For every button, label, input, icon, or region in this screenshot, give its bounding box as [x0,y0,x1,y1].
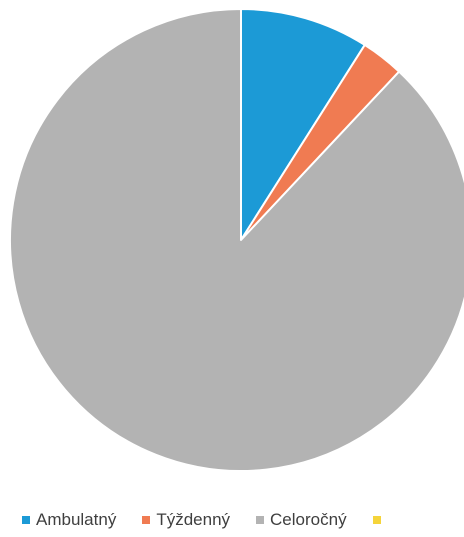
legend-item-fourth [372,516,387,524]
legend-label-tyzdenny: Týždenný [156,510,231,529]
legend-label-celorocny: Celoročný [270,510,347,529]
chart-legend: Ambulatný Týždenný Celoročný [22,510,387,530]
legend-item-tyzdenny: Týždenný [142,510,230,530]
legend-swatch-tyzdenny [142,516,151,524]
legend-label-ambulatny: Ambulatný [36,510,117,529]
pie-slice-ambulatny [240,8,366,241]
pie-slice-celorocny [9,8,464,472]
legend-swatch-fourth [372,516,381,524]
legend-swatch-ambulatny [22,516,30,524]
pie-chart [9,8,464,472]
legend-item-ambulatny: Ambulatný [22,510,116,530]
legend-item-celorocny: Celoročný [256,510,347,530]
legend-swatch-celorocny [256,516,265,524]
